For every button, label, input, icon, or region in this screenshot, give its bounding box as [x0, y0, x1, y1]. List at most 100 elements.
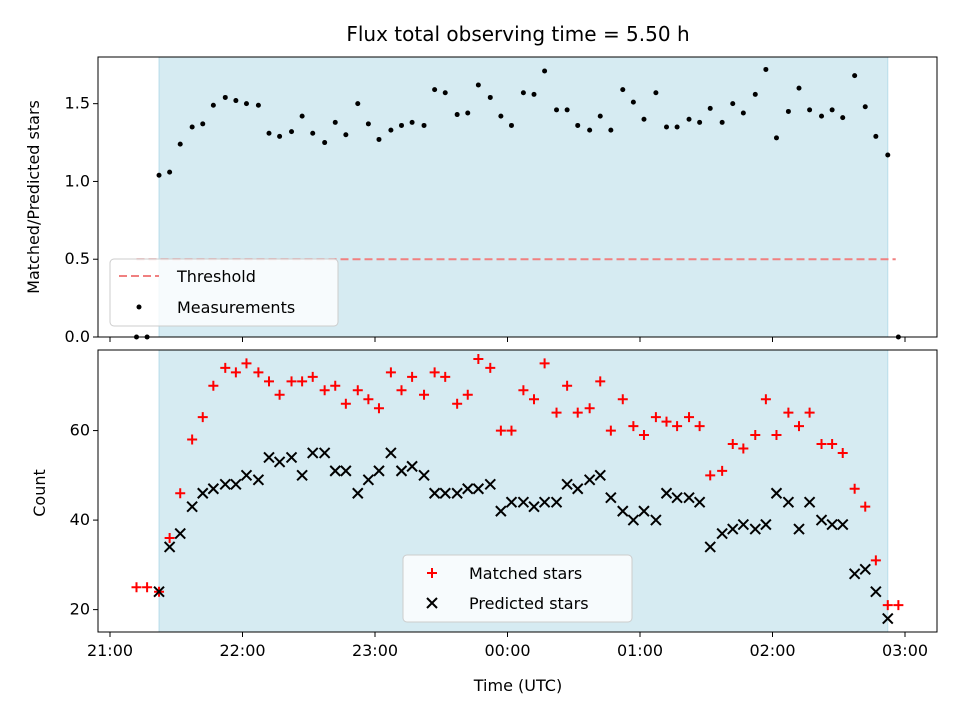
x-tick-label: 03:00	[882, 641, 928, 660]
matched-point	[440, 371, 451, 382]
matched-point	[595, 376, 606, 387]
matched-point	[396, 385, 407, 396]
predicted-point	[716, 527, 728, 540]
matched-point	[473, 353, 484, 364]
data-point	[763, 66, 769, 72]
predicted-point	[550, 496, 563, 508]
data-point	[399, 122, 404, 128]
data-point	[156, 172, 162, 178]
x-tick-label: 00:00	[484, 641, 530, 660]
data-point	[796, 85, 802, 91]
matched-point	[672, 421, 683, 432]
data-point	[432, 87, 438, 93]
predicted-point	[197, 487, 209, 499]
predicted-point	[782, 496, 795, 508]
predicted-point	[240, 469, 253, 482]
predicted-point	[594, 469, 606, 482]
data-point	[200, 121, 206, 127]
x-tick-label: 01:00	[617, 641, 663, 660]
predicted-point	[870, 586, 882, 598]
matched-point	[230, 367, 241, 378]
predicted-point	[859, 563, 871, 576]
predicted-point	[296, 469, 308, 482]
predicted-point	[307, 447, 319, 459]
predicted-point	[273, 456, 286, 468]
data-point	[409, 119, 415, 125]
predicted-point	[395, 465, 408, 477]
data-point	[365, 121, 371, 127]
data-point	[608, 127, 614, 133]
legend-measurements-label: Measurements	[177, 298, 295, 317]
matched-point	[264, 376, 274, 387]
data-point	[475, 82, 481, 88]
predicted-point	[362, 474, 375, 486]
data-point	[674, 124, 680, 130]
predicted-point	[803, 496, 816, 508]
data-point	[355, 101, 361, 107]
predicted-point	[617, 505, 629, 517]
matched-point	[837, 447, 848, 458]
matched-point	[407, 371, 418, 382]
predicted-point	[826, 518, 838, 531]
legend-matched-swatch	[427, 568, 437, 578]
matched-point	[340, 398, 351, 409]
predicted-point	[428, 487, 441, 499]
matched-point	[849, 483, 860, 494]
data-point	[388, 127, 394, 133]
data-point	[531, 91, 537, 97]
data-point	[454, 112, 460, 118]
data-point	[421, 122, 427, 128]
matched-point	[860, 501, 871, 512]
predicted-point	[484, 478, 496, 490]
predicted-point	[207, 483, 220, 495]
matched-point	[717, 465, 728, 476]
data-point	[641, 116, 647, 122]
data-point	[266, 130, 272, 136]
predicted-point	[318, 447, 331, 459]
predicted-point	[352, 487, 364, 499]
data-point	[730, 101, 736, 107]
data-point	[222, 94, 228, 100]
data-point	[376, 136, 382, 142]
matched-point	[495, 425, 506, 436]
matched-point	[584, 403, 595, 414]
data-point	[785, 108, 791, 114]
matched-point	[551, 407, 562, 418]
data-point	[554, 107, 560, 113]
predicted-point	[285, 451, 298, 464]
data-point	[210, 102, 216, 108]
data-point	[487, 94, 493, 100]
matched-point	[529, 394, 539, 405]
y-tick-label: 1.0	[65, 171, 90, 190]
data-point	[564, 107, 570, 113]
matched-point	[220, 362, 231, 373]
predicted-point	[252, 474, 265, 486]
legend-predicted-label: Predicted stars	[469, 594, 589, 613]
data-point	[829, 107, 835, 113]
predicted-point	[219, 478, 231, 490]
predicted-point	[385, 447, 397, 459]
predicted-point	[704, 541, 716, 553]
y-tick-label: 0.0	[65, 327, 90, 346]
data-point	[442, 90, 448, 96]
matched-point	[572, 407, 583, 418]
matched-point	[373, 403, 384, 414]
x-tick-label: 02:00	[749, 641, 795, 660]
predicted-point	[650, 514, 662, 526]
data-point	[465, 110, 471, 116]
matched-point	[485, 362, 496, 373]
matched-point	[319, 385, 330, 396]
legend-box	[109, 258, 339, 327]
x-tick-label: 21:00	[87, 641, 133, 660]
data-point	[498, 113, 504, 119]
predicted-point	[439, 487, 451, 499]
matched-point	[175, 488, 186, 499]
data-point	[597, 113, 603, 119]
data-point	[697, 119, 703, 125]
bottom-y-axis-label: Count	[30, 469, 49, 517]
predicted-point	[749, 523, 761, 535]
matched-point	[274, 389, 285, 400]
predicted-point	[882, 612, 894, 625]
legend-predicted-swatch	[426, 597, 438, 609]
